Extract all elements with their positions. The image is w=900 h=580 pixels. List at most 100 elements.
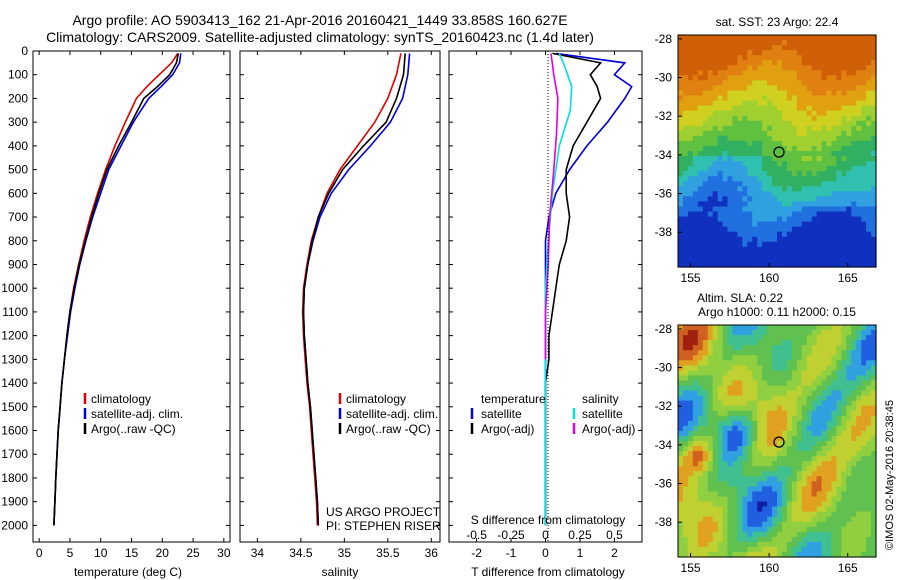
map-cell: [737, 380, 743, 387]
map-cell: [821, 191, 828, 197]
map-cell: [821, 40, 828, 46]
map-cell: [712, 90, 719, 97]
map-cell: [682, 171, 689, 177]
map-cell: [821, 85, 828, 92]
map-cell: [851, 201, 857, 208]
map-cell: [777, 65, 783, 71]
map-cell: [866, 171, 872, 177]
map-cell: [786, 521, 793, 528]
map-cell: [687, 390, 694, 397]
map-cell: [737, 511, 743, 518]
map-cell: [707, 75, 714, 81]
map-cell: [826, 390, 833, 397]
map-cell: [747, 151, 753, 157]
map-cell: [762, 365, 768, 371]
map-cell: [826, 435, 833, 442]
map-cell: [777, 516, 783, 523]
map-cell: [856, 176, 862, 182]
map-cell: [772, 546, 778, 553]
map-cell: [796, 166, 803, 172]
map-cell: [866, 135, 872, 142]
map-cell: [682, 380, 689, 387]
map-cell: [856, 161, 862, 167]
map-cell: [871, 435, 877, 442]
map-cell: [846, 161, 852, 167]
map-cell: [682, 226, 689, 233]
map-cell: [826, 410, 833, 417]
map-cell: [767, 130, 773, 137]
map-cell: [811, 360, 818, 366]
map-cell: [722, 385, 729, 392]
map-cell: [816, 95, 823, 102]
map-cell: [772, 506, 778, 513]
map-cell: [707, 156, 714, 162]
map-cell: [866, 95, 872, 102]
map-cell: [737, 100, 743, 107]
map-cell: [702, 340, 709, 346]
map-cell: [866, 90, 872, 97]
map-cell: [836, 456, 842, 462]
map-cell: [786, 330, 793, 336]
map-cell: [707, 256, 714, 263]
map-cell: [702, 355, 709, 361]
map-cell: [678, 335, 684, 341]
map-cell: [811, 516, 818, 523]
map-cell: [772, 231, 778, 238]
map-cell: [821, 70, 828, 76]
map-cell: [678, 471, 684, 477]
map-cell: [702, 156, 709, 162]
map-cell: [841, 526, 847, 533]
map-cell: [856, 216, 862, 223]
map-cell: [786, 420, 793, 427]
map-cell: [707, 446, 714, 452]
map-cell: [836, 496, 842, 503]
map-cell: [697, 251, 704, 258]
map-cell: [781, 511, 788, 518]
map-cell: [767, 330, 773, 336]
map-cell: [811, 55, 818, 61]
map-cell: [712, 435, 719, 442]
map-cell: [866, 166, 872, 172]
map-cell: [786, 400, 793, 407]
map-cell: [687, 156, 694, 162]
map-cell: [861, 125, 867, 132]
map-cell: [678, 90, 684, 97]
map-cell: [702, 476, 709, 482]
map-cell: [796, 105, 803, 112]
map-cell: [757, 196, 763, 203]
map-cell: [801, 451, 808, 457]
map-cell: [727, 115, 734, 122]
map-cell: [687, 516, 694, 523]
difference-xlabel-top: S difference from climatology: [471, 513, 626, 527]
map-cell: [702, 115, 709, 122]
map-cell: [737, 186, 743, 192]
map-cell: [707, 375, 714, 382]
map-cell: [846, 226, 852, 233]
map-cell: [861, 261, 867, 268]
map-cell: [777, 100, 783, 107]
map-cell: [697, 221, 704, 228]
map-cell: [841, 511, 847, 518]
map-cell: [786, 105, 793, 112]
map-cell: [791, 216, 798, 223]
map-cell: [811, 496, 818, 503]
sla-map-frame: [677, 324, 877, 558]
map-cell: [687, 145, 694, 152]
map-cell: [811, 100, 818, 107]
map-cell: [752, 536, 758, 543]
map-cell: [717, 496, 724, 503]
map-cell: [737, 171, 743, 177]
map-cell: [752, 471, 758, 477]
map-cell: [796, 476, 803, 482]
map-cell: [846, 110, 852, 117]
map-cell: [772, 105, 778, 112]
map-cell: [871, 105, 877, 112]
map-cell: [692, 511, 699, 518]
map-cell: [767, 65, 773, 71]
map-cell: [707, 340, 714, 346]
map-cell: [717, 251, 724, 258]
map-cell: [856, 110, 862, 117]
map-cell: [816, 261, 823, 268]
map-cell: [712, 360, 719, 366]
map-cell: [831, 531, 837, 538]
